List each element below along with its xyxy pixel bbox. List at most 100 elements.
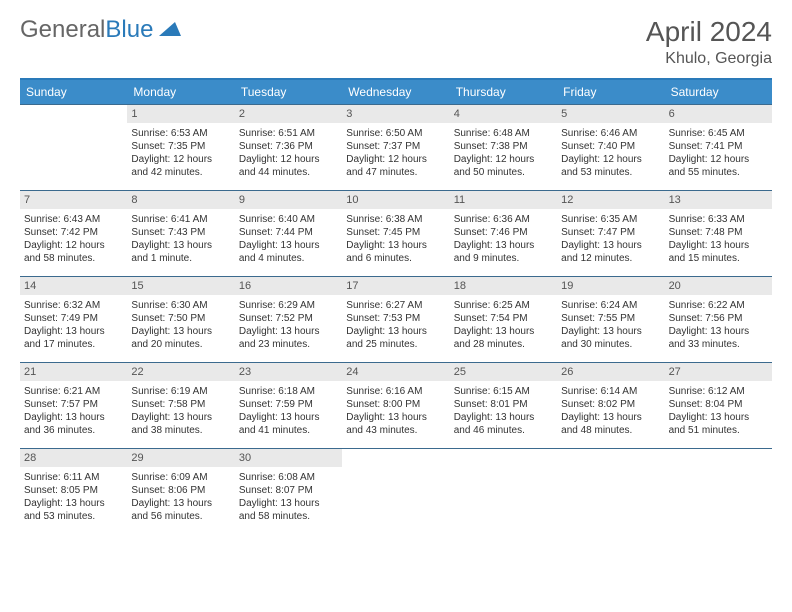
weekday-header: Friday — [557, 80, 664, 104]
day-cell: 16Sunrise: 6:29 AMSunset: 7:52 PMDayligh… — [235, 276, 342, 362]
daylight-text: Daylight: 13 hours and 15 minutes. — [669, 239, 768, 265]
sunrise-text: Sunrise: 6:18 AM — [239, 385, 338, 398]
day-cell: 8Sunrise: 6:41 AMSunset: 7:43 PMDaylight… — [127, 190, 234, 276]
day-number: 8 — [127, 191, 234, 209]
sunrise-text: Sunrise: 6:16 AM — [346, 385, 445, 398]
day-number: 22 — [127, 363, 234, 381]
daylight-text: Daylight: 12 hours and 44 minutes. — [239, 153, 338, 179]
sunset-text: Sunset: 7:57 PM — [24, 398, 123, 411]
triangle-icon — [159, 20, 181, 41]
day-number: 28 — [20, 449, 127, 467]
day-number: 29 — [127, 449, 234, 467]
day-cell: 6Sunrise: 6:45 AMSunset: 7:41 PMDaylight… — [665, 104, 772, 190]
day-cell: 27Sunrise: 6:12 AMSunset: 8:04 PMDayligh… — [665, 362, 772, 448]
day-cell: 12Sunrise: 6:35 AMSunset: 7:47 PMDayligh… — [557, 190, 664, 276]
month-title: April 2024 — [646, 16, 772, 48]
day-cell: 10 Sunrise: 6:38 AMSunset: 7:45 PMDayligh… — [342, 190, 449, 276]
day-cell: 30Sunrise: 6:08 AMSunset: 8:07 PMDayligh… — [235, 448, 342, 534]
weekday-header: Wednesday — [342, 80, 449, 104]
daylight-text: Daylight: 13 hours and 38 minutes. — [131, 411, 230, 437]
weekday-header: Thursday — [450, 80, 557, 104]
sunrise-text: Sunrise: 6:30 AM — [131, 299, 230, 312]
sunset-text: Sunset: 7:38 PM — [454, 140, 553, 153]
day-number: 30 — [235, 449, 342, 467]
daylight-text: Daylight: 13 hours and 36 minutes. — [24, 411, 123, 437]
day-number: 21 — [20, 363, 127, 381]
sunset-text: Sunset: 7:59 PM — [239, 398, 338, 411]
day-number: 23 — [235, 363, 342, 381]
daylight-text: Daylight: 12 hours and 50 minutes. — [454, 153, 553, 179]
calendar-grid: SundayMondayTuesdayWednesdayThursdayFrid… — [20, 78, 772, 534]
brand-logo: GeneralBlue — [20, 16, 181, 44]
day-number: 20 — [665, 277, 772, 295]
location-label: Khulo, Georgia — [646, 50, 772, 68]
daylight-text: Daylight: 13 hours and 30 minutes. — [561, 325, 660, 351]
day-cell: 18Sunrise: 6:25 AMSunset: 7:54 PMDayligh… — [450, 276, 557, 362]
daylight-text: Daylight: 12 hours and 58 minutes. — [24, 239, 123, 265]
daylight-text: Daylight: 12 hours and 42 minutes. — [131, 153, 230, 179]
daylight-text: Daylight: 12 hours and 53 minutes. — [561, 153, 660, 179]
day-number: 24 — [342, 363, 449, 381]
day-cell: 2Sunrise: 6:51 AMSunset: 7:36 PMDaylight… — [235, 104, 342, 190]
day-number: 27 — [665, 363, 772, 381]
day-cell: 17Sunrise: 6:27 AMSunset: 7:53 PMDayligh… — [342, 276, 449, 362]
sunrise-text: Sunrise: 6:27 AM — [346, 299, 445, 312]
weekday-header: Tuesday — [235, 80, 342, 104]
sunset-text: Sunset: 7:50 PM — [131, 312, 230, 325]
day-number: 17 — [342, 277, 449, 295]
empty-cell — [450, 448, 557, 534]
calendar-page: GeneralBlue April 2024 Khulo, Georgia Su… — [0, 0, 792, 612]
sunset-text: Sunset: 7:43 PM — [131, 226, 230, 239]
sunrise-text: Sunrise: 6:51 AM — [239, 127, 338, 140]
day-cell: 20 Sunrise: 6:22 AMSunset: 7:56 PMDayligh… — [665, 276, 772, 362]
day-cell: 26Sunrise: 6:14 AMSunset: 8:02 PMDayligh… — [557, 362, 664, 448]
daylight-text: Daylight: 13 hours and 17 minutes. — [24, 325, 123, 351]
sunrise-text: Sunrise: 6:09 AM — [131, 471, 230, 484]
daylight-text: Daylight: 13 hours and 33 minutes. — [669, 325, 768, 351]
day-cell: 23Sunrise: 6:18 AMSunset: 7:59 PMDayligh… — [235, 362, 342, 448]
sunrise-text: Sunrise: 6:41 AM — [131, 213, 230, 226]
daylight-text: Daylight: 13 hours and 58 minutes. — [239, 497, 338, 523]
day-number: 14 — [20, 277, 127, 295]
day-number: 25 — [450, 363, 557, 381]
daylight-text: Daylight: 13 hours and 9 minutes. — [454, 239, 553, 265]
sunrise-text: Sunrise: 6:33 AM — [669, 213, 768, 226]
day-cell: 22Sunrise: 6:19 AMSunset: 7:58 PMDayligh… — [127, 362, 234, 448]
day-cell: 1Sunrise: 6:53 AMSunset: 7:35 PMDaylight… — [127, 104, 234, 190]
day-cell: 25Sunrise: 6:15 AMSunset: 8:01 PMDayligh… — [450, 362, 557, 448]
day-cell: 24Sunrise: 6:16 AMSunset: 8:00 PMDayligh… — [342, 362, 449, 448]
day-cell: 15Sunrise: 6:30 AMSunset: 7:50 PMDayligh… — [127, 276, 234, 362]
daylight-text: Daylight: 13 hours and 28 minutes. — [454, 325, 553, 351]
day-cell: 11Sunrise: 6:36 AMSunset: 7:46 PMDayligh… — [450, 190, 557, 276]
empty-cell — [665, 448, 772, 534]
day-number: 6 — [665, 105, 772, 123]
day-number: 1 — [127, 105, 234, 123]
sunrise-text: Sunrise: 6:25 AM — [454, 299, 553, 312]
sunrise-text: Sunrise: 6:32 AM — [24, 299, 123, 312]
daylight-text: Daylight: 13 hours and 6 minutes. — [346, 239, 445, 265]
sunrise-text: Sunrise: 6:53 AM — [131, 127, 230, 140]
sunrise-text: Sunrise: 6:12 AM — [669, 385, 768, 398]
day-number: 18 — [450, 277, 557, 295]
sunrise-text: Sunrise: 6:40 AM — [239, 213, 338, 226]
day-number: 2 — [235, 105, 342, 123]
sunset-text: Sunset: 7:56 PM — [669, 312, 768, 325]
day-cell: 13Sunrise: 6:33 AMSunset: 7:48 PMDayligh… — [665, 190, 772, 276]
daylight-text: Daylight: 13 hours and 48 minutes. — [561, 411, 660, 437]
day-cell: 4Sunrise: 6:48 AMSunset: 7:38 PMDaylight… — [450, 104, 557, 190]
sunset-text: Sunset: 8:04 PM — [669, 398, 768, 411]
day-number: 4 — [450, 105, 557, 123]
sunset-text: Sunset: 7:44 PM — [239, 226, 338, 239]
weekday-header: Monday — [127, 80, 234, 104]
sunset-text: Sunset: 7:53 PM — [346, 312, 445, 325]
logo-text-gray: General — [20, 16, 105, 43]
sunrise-text: Sunrise: 6:50 AM — [346, 127, 445, 140]
sunrise-text: Sunrise: 6:22 AM — [669, 299, 768, 312]
day-number: 10 — [342, 191, 449, 209]
weekday-header: Saturday — [665, 80, 772, 104]
day-cell: 9Sunrise: 6:40 AMSunset: 7:44 PMDaylight… — [235, 190, 342, 276]
sunrise-text: Sunrise: 6:38 AM — [346, 213, 445, 226]
title-block: April 2024 Khulo, Georgia — [646, 16, 772, 68]
sunset-text: Sunset: 7:45 PM — [346, 226, 445, 239]
day-cell: 19Sunrise: 6:24 AMSunset: 7:55 PMDayligh… — [557, 276, 664, 362]
